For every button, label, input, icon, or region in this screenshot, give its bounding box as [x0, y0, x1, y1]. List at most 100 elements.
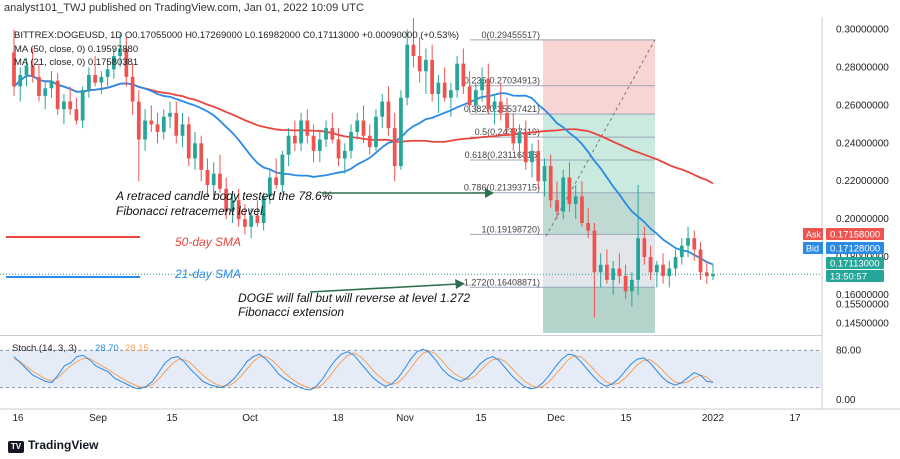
time-tick-label: 2022	[702, 413, 725, 424]
candle-body	[236, 200, 241, 220]
price-tag-value: 0.17128000	[830, 244, 880, 255]
indicator-legend: MA (21, close, 0) 0.17580381	[14, 57, 138, 68]
candle-body	[679, 245, 684, 258]
candle-body	[249, 215, 254, 227]
fib-zone	[543, 39, 655, 86]
candle-body	[661, 264, 665, 277]
ma21-line	[13, 74, 714, 266]
candle-body	[305, 120, 310, 136]
stoch-d-value: 28.15	[125, 343, 149, 354]
tradingview-logo[interactable]: TV TradingView	[8, 438, 98, 453]
time-tick-label: Dec	[547, 413, 565, 424]
candle-body	[580, 196, 584, 223]
time-tick-label: 15	[166, 413, 178, 424]
candle-body	[218, 173, 222, 189]
candle-body	[611, 268, 616, 280]
candle-body	[586, 222, 591, 231]
candle-body	[336, 139, 341, 159]
stoch-k-value: 28.70	[95, 343, 119, 354]
candle-body	[473, 90, 478, 106]
candle-body	[155, 124, 160, 132]
stoch-k-line	[13, 348, 714, 391]
candle-body	[386, 101, 391, 129]
candle-body	[292, 135, 297, 144]
stoch-band	[0, 350, 822, 388]
candle-body	[380, 101, 385, 117]
candle-body	[342, 150, 347, 159]
candle-body	[199, 143, 204, 170]
candle-body	[374, 116, 378, 148]
time-tick-label: Sep	[89, 413, 107, 424]
candle-body	[136, 101, 141, 140]
candle-body	[430, 59, 435, 94]
candle-body	[261, 196, 266, 223]
price-tick-label: 0.30000000	[836, 24, 889, 35]
candle-body	[205, 169, 210, 186]
candle-body	[243, 219, 247, 227]
candle-body	[149, 120, 154, 125]
candle-body	[174, 112, 179, 136]
candle-body	[467, 86, 472, 106]
time-tick-label: 16	[12, 413, 24, 424]
price-tick-label: 0.22000000	[836, 176, 889, 187]
fib-level-label: 1(0.19198720)	[481, 224, 540, 234]
candle-body	[567, 177, 572, 205]
candle-body	[24, 65, 29, 76]
candle-body	[211, 173, 216, 186]
sma21-legend-label: 21-day SMA	[174, 267, 241, 281]
stoch-tick-label: 0.00	[836, 395, 856, 406]
candle-body	[442, 82, 447, 98]
price-tick-label: 0.20000000	[836, 214, 889, 225]
candle-body	[623, 276, 628, 292]
candle-body	[424, 59, 428, 72]
candle-body	[636, 238, 640, 280]
doge-annotation-line1: DOGE will fall but will reverse at level…	[238, 291, 470, 305]
candle-body	[43, 88, 48, 96]
candle-body	[411, 44, 416, 57]
indicator-legend: MA (50, close, 0) 0.19597880	[14, 44, 138, 55]
price-tag-box	[826, 270, 884, 282]
fib-zone	[543, 114, 655, 138]
price-tag-value: 0.17113000	[830, 259, 880, 270]
candle-body	[505, 112, 509, 129]
candle-body	[255, 215, 260, 223]
candle-body	[230, 200, 235, 212]
fib-zone	[543, 287, 655, 333]
candle-body	[536, 150, 541, 182]
price-tick-label: 0.15500000	[836, 300, 889, 311]
price-tag-box	[826, 257, 884, 269]
fib-level-label: 1.272(0.16408871)	[464, 277, 540, 287]
candle-body	[498, 101, 503, 113]
candle-body	[598, 264, 603, 273]
candle-body	[124, 48, 129, 77]
tradingview-logo-text: TradingView	[28, 438, 99, 452]
candle-body	[161, 116, 166, 132]
candle-body	[417, 56, 422, 72]
fib-level-label: 0.786(0.21393715)	[464, 183, 540, 193]
stoch-tick-label: 80.00	[836, 345, 861, 356]
candle-body	[686, 238, 690, 246]
candle-body	[74, 109, 79, 121]
candle-body	[436, 82, 441, 94]
candle-body	[68, 101, 73, 110]
candle-body	[530, 150, 534, 163]
candle-body	[349, 131, 353, 151]
candle-body	[517, 131, 522, 144]
price-tag-box	[826, 228, 884, 240]
sma50-legend-label: 50-day SMA	[175, 235, 241, 249]
candle-body	[461, 63, 466, 87]
candle-body	[330, 128, 335, 140]
price-tag-box	[826, 242, 884, 254]
stoch-legend-label: Stoch (14, 3, 3)	[12, 343, 77, 354]
candle-body	[511, 128, 516, 144]
candle-body	[12, 52, 16, 87]
candle-body	[111, 56, 116, 70]
time-tick-label: Oct	[242, 413, 258, 424]
price-tick-label: 0.14500000	[836, 319, 889, 330]
price-tag-value: 0.17158000	[830, 230, 880, 241]
doge-arrow	[309, 283, 459, 293]
candle-body	[317, 139, 322, 151]
candle-body	[704, 272, 709, 277]
candle-body	[698, 249, 703, 273]
